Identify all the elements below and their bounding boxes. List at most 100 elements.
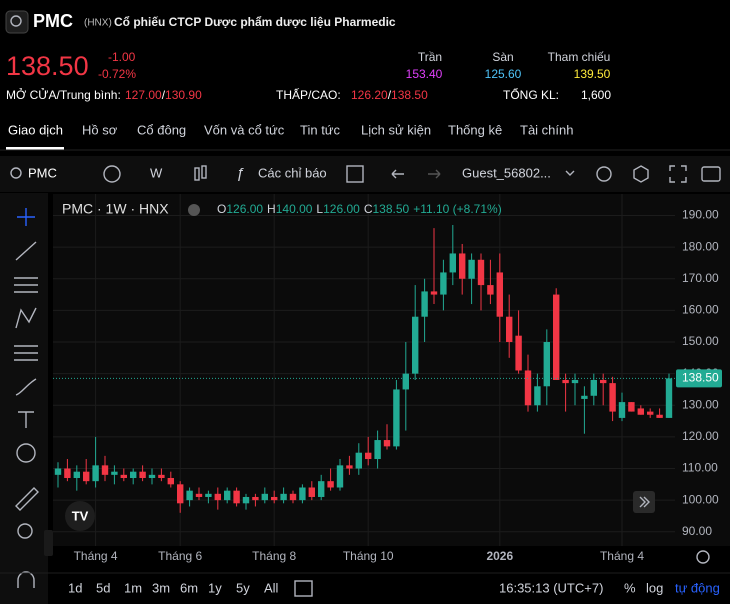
range-button[interactable]: 1y [208, 580, 222, 595]
candle-body [571, 379, 579, 384]
candle-body [186, 490, 193, 501]
l: 126.00 [323, 202, 360, 216]
active-tab-indicator [6, 147, 64, 150]
fullscreen-button[interactable] [669, 165, 687, 183]
percent-toggle[interactable]: % [624, 580, 636, 595]
settings-button[interactable] [633, 165, 649, 183]
candle-body [148, 474, 156, 479]
collapse-button[interactable] [44, 530, 53, 556]
legend-change: +11.10 (+8.71%) [413, 202, 502, 216]
search-button[interactable] [5, 10, 29, 34]
h-label: H [267, 202, 276, 216]
candle-body [590, 379, 597, 396]
candle-body [54, 468, 62, 475]
range-button[interactable]: 5d [96, 580, 110, 595]
candle-body [365, 452, 372, 460]
tv-logo-text: TV [72, 508, 89, 523]
candle-body [214, 493, 221, 501]
zoom-tool[interactable] [17, 523, 33, 539]
toolbar-symbol[interactable]: PMC [28, 165, 57, 180]
candle-body [101, 465, 109, 475]
axis-settings[interactable] [696, 550, 710, 564]
candle-body [543, 342, 550, 387]
pattern-tool[interactable] [15, 307, 37, 329]
last-price-tag [676, 369, 722, 388]
text-tool[interactable] [18, 411, 34, 428]
tab[interactable]: Tài chính [520, 122, 573, 137]
x-tick-label: 2026 [486, 549, 513, 563]
candle-body [534, 386, 541, 406]
o-label: O [217, 202, 226, 216]
candle-body [111, 471, 118, 475]
h: 140.00 [276, 202, 313, 216]
fib-tool[interactable] [14, 277, 38, 293]
scroll-right-button[interactable] [633, 491, 655, 513]
high: 138.50 [391, 88, 428, 102]
trendline-tool[interactable] [15, 241, 37, 261]
range-button[interactable]: All [264, 580, 279, 595]
brush-tool[interactable] [15, 378, 37, 396]
candle-body [195, 493, 203, 497]
change-pct: -0.72% [98, 67, 136, 81]
crosshair-tool[interactable] [17, 208, 35, 226]
tab[interactable]: Giao dịch [8, 122, 63, 137]
x-tick-label: Tháng 10 [343, 549, 394, 563]
chart-area [53, 194, 730, 546]
chart-type-button[interactable] [194, 167, 200, 181]
tab[interactable]: Thống kê [448, 122, 502, 137]
user-dropdown[interactable] [565, 170, 575, 176]
candle-body [280, 493, 287, 501]
range-button[interactable]: 1d [68, 580, 82, 595]
tab[interactable]: Tin tức [300, 122, 341, 137]
emoji-tool[interactable] [16, 443, 36, 463]
candle-body [177, 484, 184, 504]
user[interactable]: Guest_56802... [462, 165, 551, 180]
screenshot-button[interactable] [701, 166, 721, 182]
candle-body [440, 272, 447, 295]
tab[interactable]: Vốn và cổ tức [204, 122, 285, 137]
candle-body [656, 414, 663, 418]
candle-body [64, 468, 71, 479]
indicators[interactable]: Các chỉ báo [258, 165, 327, 180]
candle-body [130, 471, 137, 479]
range-button[interactable]: 1m [124, 580, 142, 595]
ruler-tool[interactable] [15, 487, 39, 511]
candle-body [665, 378, 673, 418]
candle-body [224, 490, 231, 501]
candle-body [83, 471, 90, 482]
redo-button[interactable] [428, 169, 441, 179]
candle-body [327, 481, 334, 488]
low-high: 126.20/138.50 [351, 88, 428, 102]
range-button[interactable]: 3m [152, 580, 170, 595]
o: 126.00 [226, 202, 263, 216]
candle-body [468, 259, 475, 279]
candle-body [336, 465, 344, 488]
range-button[interactable]: 6m [180, 580, 198, 595]
candle-body [252, 496, 259, 501]
undo-button[interactable] [391, 169, 404, 179]
open-avg: 127.00/130.90 [125, 88, 202, 102]
tab[interactable]: Lịch sử kiện [361, 122, 431, 137]
candle-body [205, 493, 212, 497]
date-range-button[interactable] [294, 580, 313, 597]
ref: 139.50 [574, 67, 611, 81]
compare-button[interactable] [103, 165, 121, 183]
log-toggle[interactable]: log [646, 580, 663, 595]
interval[interactable]: W [150, 165, 163, 180]
y-tick-label: 130.00 [682, 397, 719, 411]
range-button[interactable]: 5y [236, 580, 250, 595]
y-tick-label: 110.00 [682, 461, 718, 475]
prediction-tool[interactable] [14, 345, 38, 361]
layout-button[interactable] [346, 165, 364, 183]
tab[interactable]: Hồ sơ [82, 122, 118, 137]
candle-body [628, 402, 635, 412]
candle-body [242, 496, 250, 504]
toolbar [0, 156, 730, 192]
candle-body [600, 379, 607, 384]
magnet-tool[interactable] [17, 571, 35, 588]
alert-button[interactable] [596, 166, 612, 182]
auto-toggle[interactable]: tự động [675, 580, 720, 595]
hide-button[interactable] [188, 204, 200, 216]
tab[interactable]: Cổ đông [137, 122, 186, 137]
